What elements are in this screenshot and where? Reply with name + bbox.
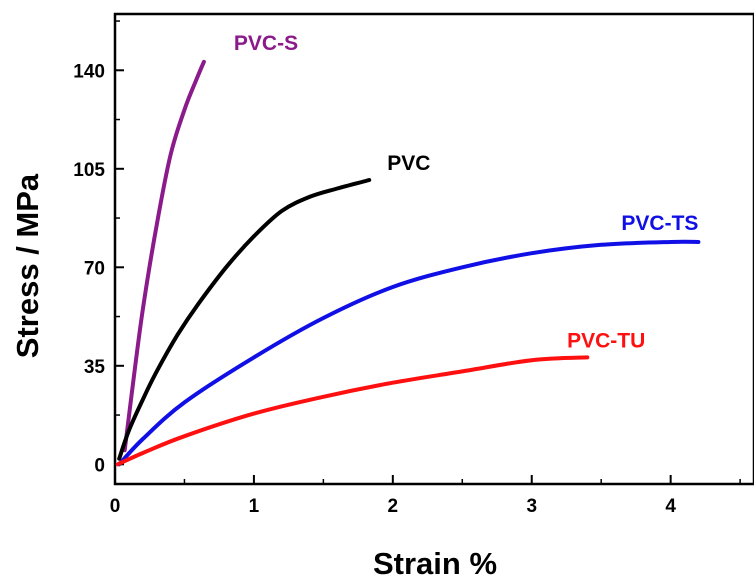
x-tick-label: 0 bbox=[110, 496, 121, 517]
plot-frame bbox=[113, 12, 754, 486]
y-tick-label: 35 bbox=[84, 357, 106, 378]
series-line-pvc-ts bbox=[117, 239, 701, 467]
y-axis-title: Stress / MPa bbox=[10, 173, 45, 358]
y-tick-label: 70 bbox=[84, 258, 105, 279]
series-labels: PVC-S PVC PVC-TS PVC-TU bbox=[234, 32, 699, 353]
y-tick-label: 140 bbox=[73, 61, 105, 82]
x-tick-label: 4 bbox=[665, 496, 676, 517]
series-label-pvc: PVC bbox=[387, 152, 430, 175]
series-line-pvc-s bbox=[122, 59, 206, 453]
x-axis-title: Strain % bbox=[373, 546, 497, 581]
y-axis-ticks: 0 35 70 105 140 bbox=[73, 20, 124, 476]
x-tick-label: 2 bbox=[388, 496, 399, 517]
series-label-pvc-ts: PVC-TS bbox=[621, 212, 698, 235]
series-line-pvc-tu bbox=[115, 355, 590, 467]
y-tick-label: 0 bbox=[94, 455, 105, 476]
x-axis-ticks: 0 1 2 3 4 bbox=[110, 475, 741, 517]
series-lines bbox=[115, 59, 701, 467]
y-tick-label: 105 bbox=[73, 160, 105, 181]
x-tick-label: 3 bbox=[526, 496, 537, 517]
x-tick-label: 1 bbox=[249, 496, 260, 517]
series-line-pvc bbox=[117, 178, 372, 461]
series-label-pvc-s: PVC-S bbox=[234, 32, 298, 55]
series-label-pvc-tu: PVC-TU bbox=[567, 329, 645, 352]
